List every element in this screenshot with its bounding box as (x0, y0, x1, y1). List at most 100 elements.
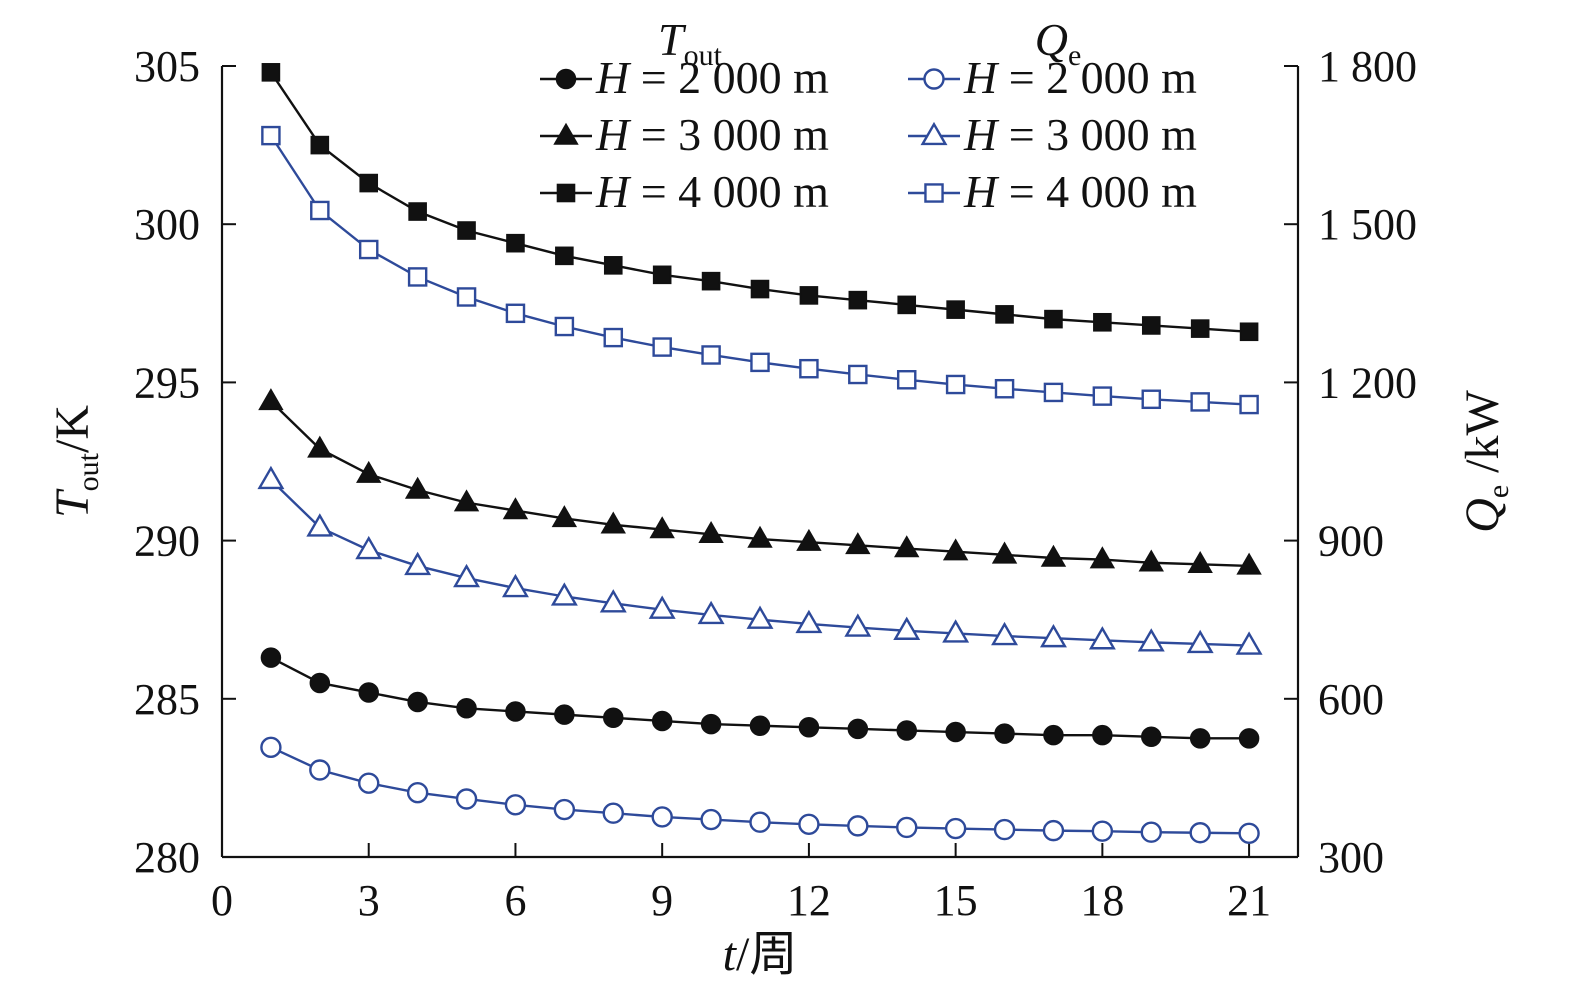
data-point (1141, 726, 1162, 748)
data-point (991, 621, 1019, 646)
data-point (798, 717, 820, 738)
data-point (309, 672, 331, 694)
x-tick-label: 9 (651, 876, 673, 925)
data-point (1190, 319, 1210, 338)
data-point (359, 173, 379, 193)
data-point (307, 435, 333, 458)
data-point (505, 303, 526, 324)
data-point (600, 511, 626, 534)
data-point (603, 327, 624, 348)
data-point (649, 516, 675, 539)
legend-marker (553, 122, 579, 145)
data-point (942, 619, 970, 643)
data-point (1092, 386, 1113, 406)
legend-label: H = 3 000 m (595, 109, 829, 160)
data-point (652, 337, 672, 357)
data-point (553, 798, 576, 821)
data-point (945, 374, 966, 395)
y-right-tick-label: 1 200 (1318, 358, 1417, 407)
data-point (407, 267, 428, 287)
data-point (1187, 551, 1213, 574)
data-point (700, 808, 722, 831)
data-point (893, 616, 921, 640)
series-4 (260, 736, 1260, 844)
data-point (1043, 724, 1064, 746)
data-point (747, 525, 773, 548)
data-point (799, 358, 819, 379)
data-point (309, 759, 331, 781)
x-tick-label: 6 (504, 876, 526, 925)
data-point (1039, 623, 1067, 648)
series-2 (258, 388, 1262, 575)
data-point (848, 290, 868, 310)
legend-item: H = 3 000 m (540, 109, 829, 160)
x-tick-label: 18 (1080, 876, 1124, 925)
data-point (1138, 549, 1164, 572)
data-point (994, 378, 1015, 399)
legend-label: H = 2 000 m (963, 52, 1197, 103)
data-point (550, 582, 578, 606)
data-point (1141, 389, 1162, 410)
data-point (407, 691, 428, 713)
data-point (993, 818, 1016, 841)
data-point (1088, 626, 1116, 650)
legend-marker (920, 121, 948, 146)
data-point (603, 256, 623, 275)
data-point (310, 135, 330, 155)
data-point (749, 715, 771, 736)
data-point (455, 788, 478, 810)
x-tick-label: 0 (211, 876, 233, 925)
data-point (261, 125, 281, 146)
legend-label: H = 4 000 m (595, 166, 829, 217)
legend-label: H = 3 000 m (963, 109, 1197, 160)
y-left-tick-label: 305 (134, 42, 200, 91)
data-point (799, 286, 819, 305)
y-right-tick-label: 600 (1318, 675, 1384, 724)
data-point (555, 246, 574, 266)
data-point (1238, 822, 1260, 844)
data-point (258, 388, 284, 411)
series-3 (261, 63, 1259, 342)
data-point (551, 505, 578, 528)
data-point (894, 535, 920, 558)
data-point (453, 489, 480, 512)
data-point (603, 707, 624, 729)
data-point (358, 772, 380, 794)
y-left-tick-label: 295 (134, 358, 200, 407)
legend-item: H = 3 000 m (908, 109, 1197, 160)
y-left-tick-label: 300 (134, 200, 200, 249)
data-point (456, 698, 477, 719)
data-point (404, 476, 431, 499)
data-point (1238, 728, 1260, 749)
data-point (796, 528, 822, 551)
data-point (1141, 316, 1161, 335)
data-point (844, 613, 872, 637)
data-point (746, 605, 774, 629)
data-point (408, 202, 427, 221)
data-point (599, 589, 627, 613)
data-point (1239, 322, 1259, 342)
data-point (701, 345, 721, 365)
data-point (701, 271, 721, 291)
x-tick-label: 3 (358, 876, 380, 925)
legend-item: H = 2 000 m (540, 52, 829, 103)
data-point (356, 460, 382, 483)
data-point (847, 718, 869, 740)
data-point (798, 813, 820, 836)
series-layer (257, 63, 1263, 844)
data-point (358, 682, 379, 703)
data-point (648, 595, 676, 619)
data-point (1043, 382, 1064, 403)
data-point (942, 538, 969, 561)
data-point (652, 265, 672, 285)
y-left-tick-label: 290 (134, 517, 200, 566)
data-point (406, 781, 429, 804)
data-point (651, 806, 673, 828)
data-point (749, 811, 771, 833)
data-point (456, 287, 477, 307)
series-6 (261, 125, 1259, 415)
x-tick-label: 21 (1227, 876, 1271, 925)
axes: 0 3 6 9 12 15 18 21 280 285 290 295 300 305 300 600 900 1… (46, 42, 1515, 981)
legend-label: H = 2 000 m (595, 52, 829, 103)
data-point (995, 305, 1014, 324)
